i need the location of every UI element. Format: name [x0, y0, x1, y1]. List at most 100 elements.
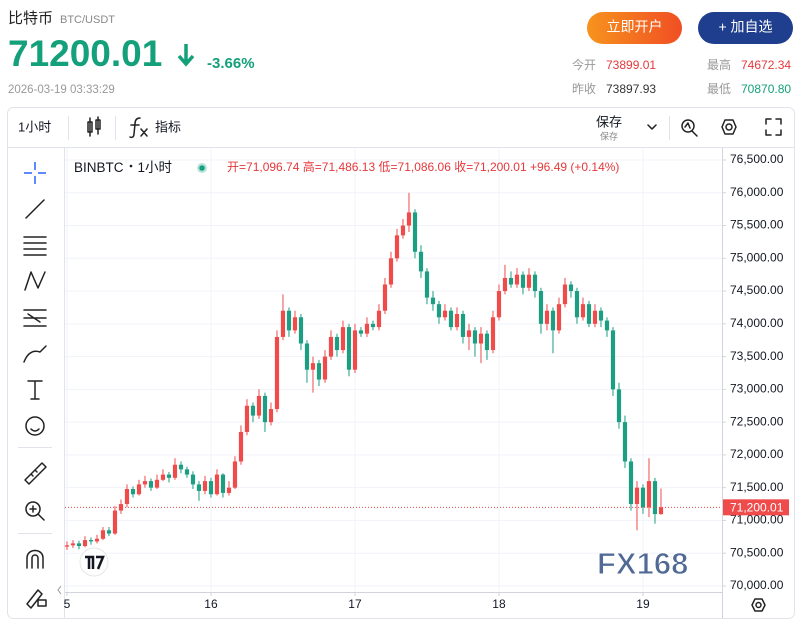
fx-icon[interactable]	[129, 117, 148, 139]
candle-body	[76, 543, 82, 546]
quick-search-button[interactable]	[681, 119, 698, 137]
stat-label: 最高	[707, 57, 731, 72]
projection-tool[interactable]	[23, 309, 47, 327]
axes: 70,000.00 70,500.00 71,000.00 71,500.00 72,0…	[64, 152, 789, 611]
lock-tool[interactable]	[26, 589, 47, 609]
collapse-toolbar[interactable]	[57, 585, 62, 595]
interval-button[interactable]: 1小时	[18, 119, 51, 134]
stat-value: 73897.93	[606, 82, 656, 96]
y-tick-label: 75,500.00	[730, 218, 784, 232]
brush-tool[interactable]	[23, 345, 47, 363]
candle-body	[346, 327, 352, 370]
candle-body	[256, 395, 262, 416]
candle-body	[166, 474, 172, 478]
candle-body	[202, 481, 208, 491]
fullscreen-button[interactable]	[765, 118, 782, 136]
y-tick-label: 72,500.00	[730, 414, 784, 428]
candle-body	[502, 277, 508, 292]
y-tick-label: 73,000.00	[730, 382, 784, 396]
magnet-tool[interactable]	[26, 549, 44, 569]
fib-tool[interactable]	[23, 236, 47, 256]
candle-body	[148, 481, 154, 488]
candle-body	[514, 274, 520, 285]
watchlist-button[interactable]	[698, 12, 793, 44]
candle-body	[454, 314, 460, 328]
y-tick-label: 75,000.00	[730, 250, 784, 264]
candle-body	[616, 389, 622, 423]
settings-dot	[725, 123, 733, 131]
candle-body	[538, 291, 544, 324]
crosshair-tool[interactable]	[24, 162, 46, 184]
candle-body	[556, 304, 562, 331]
candle-body	[472, 330, 478, 344]
save-menu-chevron[interactable]	[647, 124, 657, 130]
legend-key: 收=	[454, 160, 473, 174]
candle-body	[196, 484, 202, 491]
candle-body	[400, 225, 406, 236]
candle-body	[646, 481, 652, 508]
candle-body	[442, 310, 448, 318]
axis-settings[interactable]	[751, 598, 766, 612]
legend-value: 71,200.01	[473, 160, 527, 174]
y-tick-label: 71,000.00	[730, 513, 784, 527]
legend-key: 低=	[379, 160, 398, 174]
candle-body	[268, 409, 274, 423]
candle-body	[226, 487, 232, 493]
candle-body	[142, 481, 148, 485]
ruler-tool[interactable]	[24, 462, 47, 485]
settings-button[interactable]	[721, 119, 737, 135]
candle-body	[214, 474, 220, 495]
change: -3.66%	[207, 55, 255, 72]
line-tool[interactable]	[25, 199, 45, 219]
legend-value: 71,486.13	[322, 160, 376, 174]
candle-body	[652, 481, 658, 515]
candle-body	[418, 251, 424, 272]
candle-body	[604, 320, 610, 331]
candle-body	[136, 484, 142, 495]
y-tick-label: 71,500.00	[730, 480, 784, 494]
emoji-tool[interactable]	[25, 416, 45, 436]
candle-body	[286, 310, 292, 331]
candle-body	[322, 356, 328, 380]
candle-body	[532, 274, 538, 292]
candle-body	[490, 317, 496, 351]
candle-body	[364, 323, 370, 334]
save-button[interactable]: 保存	[596, 114, 622, 129]
candle-body	[130, 488, 136, 495]
candle-body	[370, 323, 376, 328]
candle-body	[88, 540, 94, 542]
chart-type-button[interactable]	[87, 116, 101, 137]
candle-body	[448, 310, 454, 328]
candle-body	[562, 284, 568, 305]
y-tick-label: 70,000.00	[730, 578, 784, 592]
open-account-button[interactable]	[587, 12, 682, 44]
stat-label: 昨收	[572, 82, 596, 96]
candle-body	[508, 277, 514, 285]
candle-body	[628, 461, 634, 505]
y-tick-label: 74,500.00	[730, 283, 784, 297]
candle-body	[64, 545, 70, 547]
candle-body	[112, 510, 118, 534]
candle-body	[406, 212, 412, 226]
candles	[64, 192, 722, 550]
candle-body	[496, 291, 502, 318]
x-tick-label: 17	[348, 597, 362, 611]
indicators-button[interactable]: 指标	[155, 119, 181, 134]
pattern-tool[interactable]	[24, 271, 46, 291]
candle-body	[172, 464, 178, 478]
candle-body	[328, 336, 334, 357]
candle-body	[526, 274, 532, 288]
candle-body	[232, 461, 238, 488]
candle-body	[340, 327, 346, 351]
zoom-tool[interactable]	[25, 501, 45, 521]
y-tick-label: 74,000.00	[730, 316, 784, 330]
candle-body	[388, 258, 394, 285]
candle-body	[118, 504, 124, 511]
candle-body	[190, 474, 196, 485]
candle-body	[310, 363, 316, 370]
text-tool[interactable]	[27, 380, 43, 400]
legend-key: 开=	[227, 160, 246, 174]
candle-body	[316, 363, 322, 380]
candle-body	[436, 304, 442, 318]
separator-dot	[129, 164, 133, 168]
